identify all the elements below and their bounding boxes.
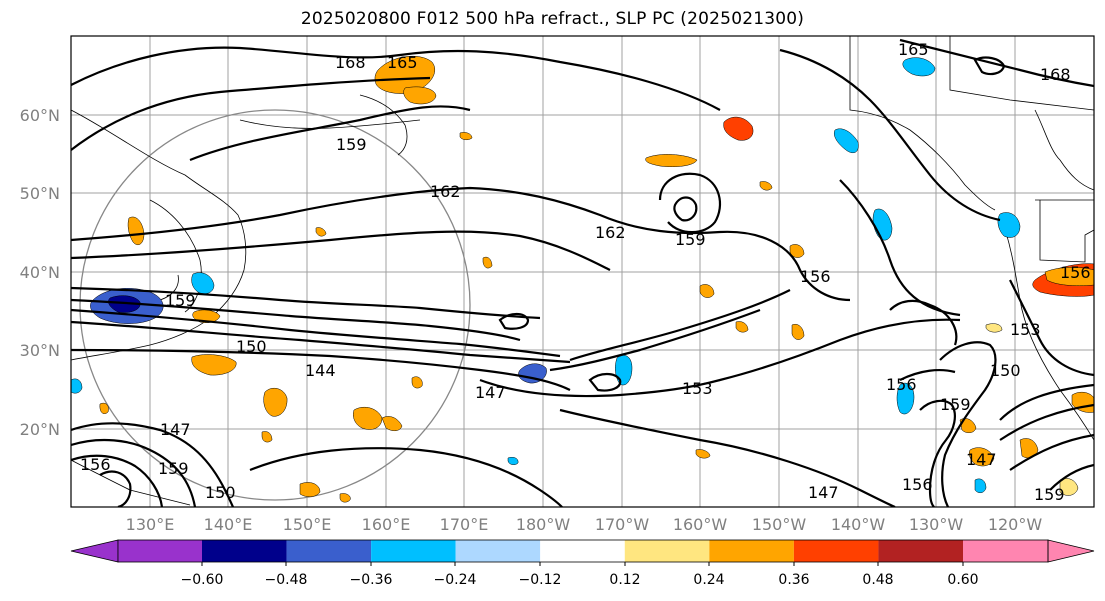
contour-label: 153 bbox=[1010, 320, 1041, 339]
contour-label: 159 bbox=[1034, 485, 1065, 504]
lon-label: 130°W bbox=[909, 515, 964, 534]
colorbar-segment bbox=[540, 540, 625, 562]
lon-label: 170°W bbox=[595, 515, 650, 534]
lat-label: 40°N bbox=[20, 263, 60, 282]
colorbar-extend-high bbox=[1047, 539, 1095, 563]
contour-label: 147 bbox=[475, 383, 506, 402]
longitude-labels: 130°E 140°E 150°E 160°E 170°E 180°W 170°… bbox=[126, 515, 1043, 534]
latitude-labels: 60°N 50°N 40°N 30°N 20°N bbox=[20, 106, 60, 439]
contour-label: 147 bbox=[808, 483, 839, 502]
lon-label: 180°W bbox=[516, 515, 571, 534]
contour-label: 150 bbox=[236, 337, 267, 356]
colorbar-tick-label: −0.48 bbox=[265, 572, 308, 588]
colorbar-tick-label: 0.48 bbox=[862, 572, 893, 588]
colorbar-tick-label: 0.12 bbox=[609, 572, 640, 588]
lon-label: 160°W bbox=[673, 515, 728, 534]
range-circle bbox=[79, 109, 471, 501]
colorbar-segment bbox=[202, 540, 287, 562]
contour-label: 159 bbox=[336, 135, 367, 154]
lon-label: 160°E bbox=[362, 515, 411, 534]
colorbar-ticks: −0.60 −0.48 −0.36 −0.24 −0.12 0.12 0.24 … bbox=[181, 572, 979, 588]
contour-labels: 168 165 159 162 162 159 159 156 156 150 … bbox=[80, 40, 1091, 504]
contour-label: 156 bbox=[902, 475, 933, 494]
colorbar-tick-label: 0.60 bbox=[947, 572, 978, 588]
contour-label: 156 bbox=[80, 455, 111, 474]
contour-label: 147 bbox=[966, 450, 997, 469]
contour-label: 156 bbox=[1060, 263, 1091, 282]
colorbar-tick-label: −0.12 bbox=[519, 572, 562, 588]
contour-label: 162 bbox=[430, 182, 461, 201]
colorbar-tick-label: −0.24 bbox=[434, 572, 477, 588]
lon-label: 130°E bbox=[126, 515, 175, 534]
lat-label: 50°N bbox=[20, 184, 60, 203]
contour-label: 144 bbox=[305, 361, 336, 380]
contour-label: 150 bbox=[990, 361, 1021, 380]
contour-label: 159 bbox=[165, 291, 196, 310]
contour-label: 159 bbox=[158, 459, 189, 478]
colorbar bbox=[70, 539, 1095, 566]
lon-label: 140°E bbox=[204, 515, 253, 534]
colorbar-segment bbox=[963, 540, 1048, 562]
contour-label: 150 bbox=[205, 483, 236, 502]
colorbar-segment bbox=[286, 540, 372, 562]
lat-label: 30°N bbox=[20, 341, 60, 360]
contour-label: 156 bbox=[800, 267, 831, 286]
lon-label: 140°W bbox=[831, 515, 886, 534]
contour-label: 147 bbox=[160, 420, 191, 439]
colorbar-segment bbox=[709, 540, 794, 562]
contour-label: 156 bbox=[886, 375, 917, 394]
contour-label: 162 bbox=[595, 223, 626, 242]
colorbar-segment bbox=[878, 540, 963, 562]
contour-label: 168 bbox=[1040, 65, 1071, 84]
map-border bbox=[70, 35, 1095, 508]
colorbar-segment bbox=[118, 540, 202, 562]
colorbar-tick-label: −0.36 bbox=[350, 572, 393, 588]
lat-label: 20°N bbox=[20, 420, 60, 439]
slp-contours bbox=[71, 38, 1094, 507]
colorbar-outline bbox=[117, 539, 1049, 563]
colorbar-tick-label: 0.36 bbox=[778, 572, 809, 588]
colorbar-extend-low bbox=[70, 539, 119, 563]
lon-label: 150°E bbox=[283, 515, 332, 534]
colorbar-segment bbox=[793, 540, 879, 562]
colorbar-tick-label: 0.24 bbox=[693, 572, 724, 588]
lon-label: 150°W bbox=[752, 515, 807, 534]
colorbar-tick-label: −0.60 bbox=[181, 572, 224, 588]
lon-label: 170°E bbox=[440, 515, 489, 534]
colorbar-segment bbox=[371, 540, 456, 562]
lat-label: 60°N bbox=[20, 106, 60, 125]
contour-label: 165 bbox=[898, 40, 929, 59]
lon-label: 120°W bbox=[988, 515, 1043, 534]
contour-label: 153 bbox=[682, 379, 713, 398]
contour-label: 165 bbox=[387, 53, 418, 72]
colorbar-segment bbox=[455, 540, 541, 562]
map-title: 2025020800 F012 500 hPa refract., SLP PC… bbox=[300, 9, 805, 29]
colorbar-segment bbox=[624, 540, 710, 562]
contour-label: 168 bbox=[335, 53, 366, 72]
contour-label: 159 bbox=[940, 395, 971, 414]
contour-label: 159 bbox=[675, 230, 706, 249]
